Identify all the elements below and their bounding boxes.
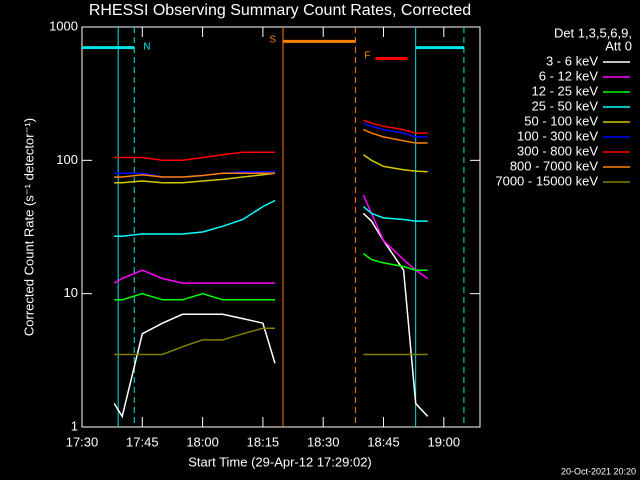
event-label: N bbox=[143, 42, 150, 53]
legend-label: 7000 - 15000 keV bbox=[495, 173, 598, 188]
legend-label: 800 - 7000 keV bbox=[510, 158, 599, 173]
y-tick-label: 1 bbox=[71, 418, 78, 433]
x-axis-label: Start Time (29-Apr-12 17:29:02) bbox=[188, 454, 372, 469]
x-tick-label: 18:00 bbox=[186, 434, 219, 449]
x-tick-label: 17:45 bbox=[126, 434, 159, 449]
legend-label: 6 - 12 keV bbox=[539, 68, 599, 83]
y-tick-label: 10 bbox=[64, 285, 78, 300]
series-line bbox=[113, 212, 429, 419]
x-tick-label: 18:45 bbox=[367, 434, 400, 449]
legend-label: 25 - 50 keV bbox=[532, 98, 599, 113]
series-line bbox=[114, 252, 428, 301]
footer: 20-Oct-2021 20:20 bbox=[561, 466, 636, 476]
y-tick-label: 100 bbox=[56, 152, 78, 167]
plot-frame bbox=[81, 26, 481, 428]
legend-title: Det 1,3,5,6,9, bbox=[554, 25, 632, 40]
series-line bbox=[113, 194, 429, 284]
chart-title: RHESSI Observing Summary Count Rates, Co… bbox=[89, 2, 471, 19]
y-tick-label: 1000 bbox=[49, 18, 78, 33]
x-tick-label: 17:30 bbox=[66, 434, 99, 449]
series-line bbox=[114, 119, 428, 162]
series-line bbox=[114, 199, 428, 237]
event-label: S bbox=[269, 35, 276, 46]
event-label: F bbox=[364, 51, 370, 62]
x-tick-label: 18:15 bbox=[247, 434, 280, 449]
legend-label: 50 - 100 keV bbox=[524, 113, 598, 128]
legend-label: 12 - 25 keV bbox=[532, 83, 599, 98]
series-line bbox=[114, 154, 428, 184]
legend-label: 3 - 6 keV bbox=[546, 53, 598, 68]
series-line bbox=[114, 327, 428, 356]
x-tick-label: 18:30 bbox=[307, 434, 340, 449]
series-line bbox=[114, 122, 428, 178]
y-axis-label: Corrected Count Rate (s⁻¹ detector⁻¹) bbox=[21, 118, 36, 336]
legend-title: Att 0 bbox=[605, 38, 632, 53]
x-tick-label: 19:00 bbox=[428, 434, 461, 449]
series-line bbox=[114, 128, 428, 178]
legend-label: 100 - 300 keV bbox=[517, 128, 598, 143]
legend-label: 300 - 800 keV bbox=[517, 143, 598, 158]
